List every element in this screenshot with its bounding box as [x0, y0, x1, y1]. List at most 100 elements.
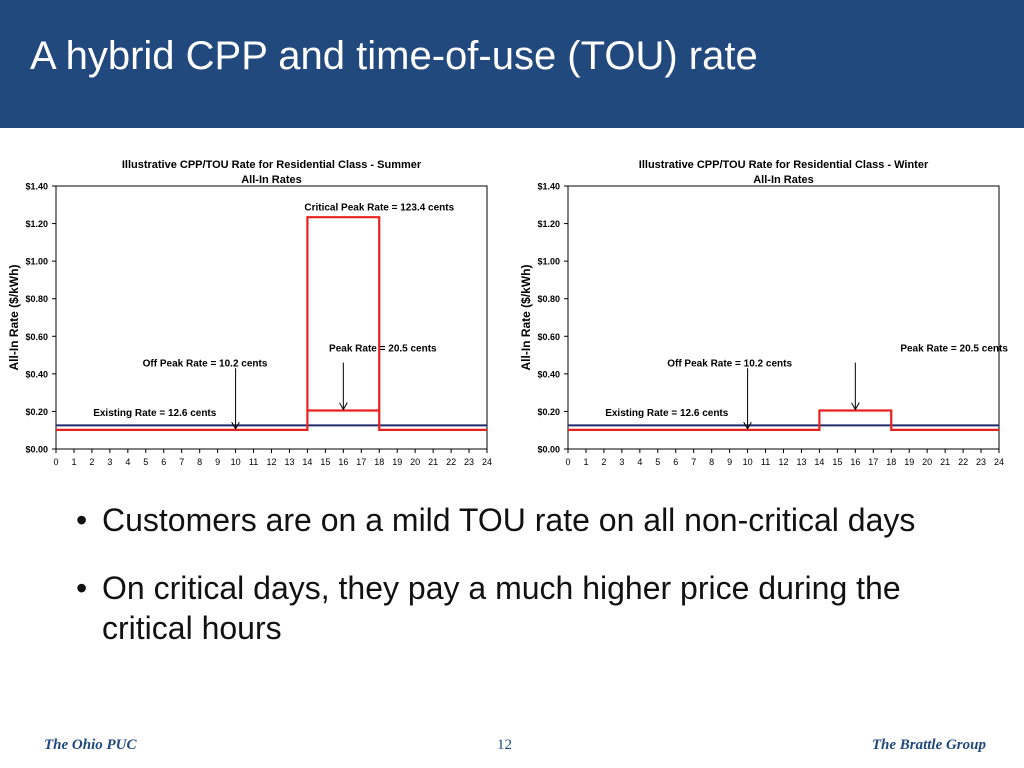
- x-tick-label: 3: [619, 457, 624, 467]
- x-tick-label: 11: [761, 457, 770, 467]
- x-tick-label: 14: [302, 457, 312, 467]
- x-tick-label: 22: [958, 457, 968, 467]
- plot-area: [55, 185, 488, 450]
- bullet-dot: •: [76, 570, 88, 606]
- annotation-label: Peak Rate = 20.5 cents: [900, 343, 1008, 354]
- x-tick-label: 12: [778, 457, 788, 467]
- annotation-label: Peak Rate = 20.5 cents: [329, 343, 437, 354]
- x-tick-label: 6: [161, 457, 166, 467]
- x-tick-label: 14: [814, 457, 824, 467]
- bullet-text: On critical days, they pay a much higher…: [102, 570, 901, 646]
- x-tick-label: 8: [709, 457, 714, 467]
- y-tick-label: $0.40: [537, 369, 560, 379]
- y-tick-label: $1.40: [25, 182, 48, 192]
- x-tick-label: 21: [428, 457, 438, 467]
- y-tick-label: $0.20: [537, 407, 560, 417]
- x-tick-label: 24: [482, 457, 492, 467]
- x-tick-label: 21: [940, 457, 950, 467]
- y-tick-label: $0.60: [25, 332, 48, 342]
- x-tick-label: 23: [464, 457, 474, 467]
- x-tick-label: 19: [392, 457, 402, 467]
- y-tick-label: $0.00: [537, 445, 560, 455]
- x-tick-label: 23: [976, 457, 986, 467]
- annotation-label: Existing Rate = 12.6 cents: [93, 408, 217, 419]
- annotation-label: Critical Peak Rate = 123.4 cents: [304, 202, 454, 213]
- plot-area: [567, 185, 1000, 450]
- annotation-label: Off Peak Rate = 10.2 cents: [143, 358, 268, 369]
- x-tick-label: 5: [143, 457, 148, 467]
- winter-rate-chart-svg: Illustrative CPP/TOU Rate for Residentia…: [519, 159, 1008, 467]
- x-tick-label: 18: [886, 457, 896, 467]
- x-tick-label: 2: [89, 457, 94, 467]
- x-tick-label: 12: [266, 457, 276, 467]
- x-tick-label: 20: [410, 457, 420, 467]
- chart-subtitle: All-In Rates: [241, 174, 302, 186]
- x-tick-label: 10: [231, 457, 241, 467]
- bullet-text: Customers are on a mild TOU rate on all …: [102, 502, 916, 538]
- y-tick-label: $1.00: [25, 257, 48, 267]
- y-axis-label: All-In Rate ($/kWh): [519, 264, 533, 370]
- slide-title: A hybrid CPP and time-of-use (TOU) rate: [30, 34, 758, 78]
- x-tick-label: 18: [374, 457, 384, 467]
- x-tick-label: 22: [446, 457, 456, 467]
- chart-title: Illustrative CPP/TOU Rate for Residentia…: [639, 159, 929, 171]
- x-tick-label: 0: [53, 457, 58, 467]
- x-tick-label: 11: [249, 457, 258, 467]
- x-tick-label: 7: [691, 457, 696, 467]
- summer-rate-chart: Illustrative CPP/TOU Rate for Residentia…: [0, 152, 500, 472]
- x-tick-label: 15: [320, 457, 330, 467]
- series-line-tou: [56, 409, 487, 431]
- x-tick-label: 1: [71, 457, 76, 467]
- y-tick-label: $1.40: [537, 182, 560, 192]
- bullet-dot: •: [76, 502, 88, 538]
- summer-rate-chart-svg: Illustrative CPP/TOU Rate for Residentia…: [7, 159, 492, 467]
- x-tick-label: 17: [356, 457, 366, 467]
- y-axis-label: All-In Rate ($/kWh): [7, 264, 21, 370]
- x-tick-label: 19: [904, 457, 914, 467]
- bullet-item: • On critical days, they pay a much highe…: [70, 568, 990, 648]
- series-line-cpp: [306, 216, 381, 411]
- x-tick-label: 15: [832, 457, 842, 467]
- x-tick-label: 1: [583, 457, 588, 467]
- x-tick-label: 6: [673, 457, 678, 467]
- x-tick-label: 3: [107, 457, 112, 467]
- x-tick-label: 24: [994, 457, 1004, 467]
- winter-rate-chart: Illustrative CPP/TOU Rate for Residentia…: [512, 152, 1012, 472]
- y-tick-label: $1.20: [25, 219, 48, 229]
- x-tick-label: 13: [284, 457, 294, 467]
- x-tick-label: 20: [922, 457, 932, 467]
- x-tick-label: 2: [601, 457, 606, 467]
- x-tick-label: 13: [796, 457, 806, 467]
- chart-title: Illustrative CPP/TOU Rate for Residentia…: [122, 159, 422, 171]
- x-tick-label: 10: [743, 457, 753, 467]
- series-line-tou: [568, 409, 999, 431]
- y-tick-label: $0.20: [25, 407, 48, 417]
- y-tick-label: $1.00: [537, 257, 560, 267]
- x-tick-label: 8: [197, 457, 202, 467]
- x-tick-label: 4: [125, 457, 130, 467]
- x-tick-label: 4: [637, 457, 642, 467]
- chart-subtitle: All-In Rates: [753, 174, 814, 186]
- footer-right-text: The Brattle Group: [871, 737, 986, 753]
- slide-header: A hybrid CPP and time-of-use (TOU) rate: [0, 0, 1024, 128]
- x-tick-label: 9: [727, 457, 732, 467]
- x-tick-label: 16: [850, 457, 860, 467]
- bullet-item: • Customers are on a mild TOU rate on all…: [70, 500, 990, 540]
- x-tick-label: 7: [179, 457, 184, 467]
- x-tick-label: 9: [215, 457, 220, 467]
- y-tick-label: $0.80: [537, 294, 560, 304]
- y-tick-label: $1.20: [537, 219, 560, 229]
- x-tick-label: 0: [565, 457, 570, 467]
- y-tick-label: $0.80: [25, 294, 48, 304]
- y-tick-label: $0.00: [25, 445, 48, 455]
- x-tick-label: 16: [338, 457, 348, 467]
- y-tick-label: $0.60: [537, 332, 560, 342]
- page-number: 12: [497, 737, 512, 753]
- annotation-label: Off Peak Rate = 10.2 cents: [667, 358, 792, 369]
- annotation-label: Existing Rate = 12.6 cents: [605, 408, 729, 419]
- x-tick-label: 17: [868, 457, 878, 467]
- footer-left-text: The Ohio PUC: [44, 737, 137, 753]
- bullet-list: • Customers are on a mild TOU rate on all…: [70, 500, 990, 676]
- y-tick-label: $0.40: [25, 369, 48, 379]
- x-tick-label: 5: [655, 457, 660, 467]
